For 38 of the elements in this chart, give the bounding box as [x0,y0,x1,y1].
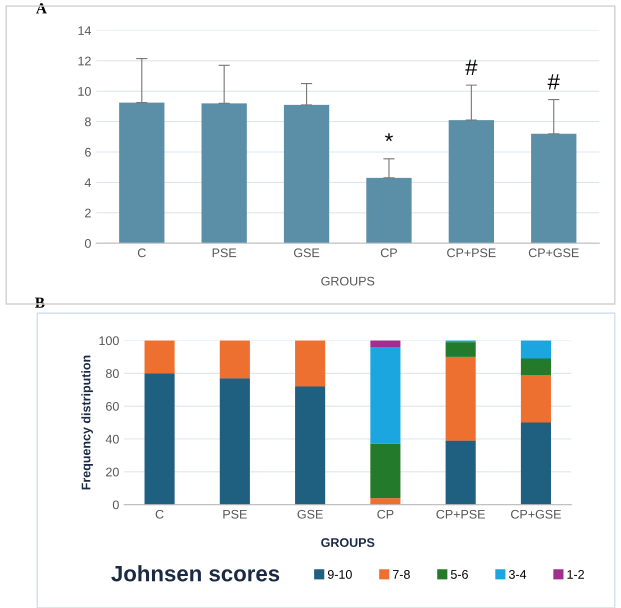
y-tick-label: 20 [106,468,119,476]
y-tick-label: 0 [112,500,119,510]
y-axis-title: Frequency distripution [81,356,93,490]
y-tick-label: 60 [106,402,119,411]
legend-label: 1-2 [567,570,584,579]
y-tick-label: 6 [85,148,91,157]
y-tick-label: 10 [78,87,91,96]
x-tick-label: GSE [294,248,320,258]
x-tick-label: C [138,248,146,258]
y-tick-label: 12 [78,56,91,66]
annotation: # [465,60,478,75]
legend-title: Johnsen scores [111,565,280,582]
y-tick-label: 0 [84,239,91,248]
y-tick-label: 8 [84,117,91,126]
legend-label: 9-10 [328,570,352,579]
x-axis-title: GROUPS [321,538,374,547]
x-axis-title: GROUPS [321,276,374,286]
y-tick-label: 2 [85,208,91,218]
y-tick-label: 80 [106,369,119,378]
x-tick-label: CP [380,248,397,258]
x-tick-label: CP+GSE [511,510,561,519]
y-tick-label: 14 [78,26,92,35]
x-tick-label: PSE [212,248,236,258]
annotation: # [548,74,560,90]
annotation: * [384,133,393,142]
legend-label: 5-6 [450,570,468,579]
x-tick-label: CP [377,510,394,519]
legend-label: 7-8 [392,570,410,579]
x-tick-label: C [156,510,164,519]
x-tick-label: PSE [223,510,247,519]
legend-label: 3-4 [508,570,526,579]
x-tick-label: GSE [298,510,323,519]
x-tick-label: CP+PSE [447,248,496,258]
y-tick-label: 40 [106,434,119,444]
x-tick-label: CP+GSE [528,248,579,258]
x-tick-label: CP+PSE [436,510,485,519]
y-tick-label: 100 [99,336,119,346]
y-tick-label: 4 [84,178,92,187]
